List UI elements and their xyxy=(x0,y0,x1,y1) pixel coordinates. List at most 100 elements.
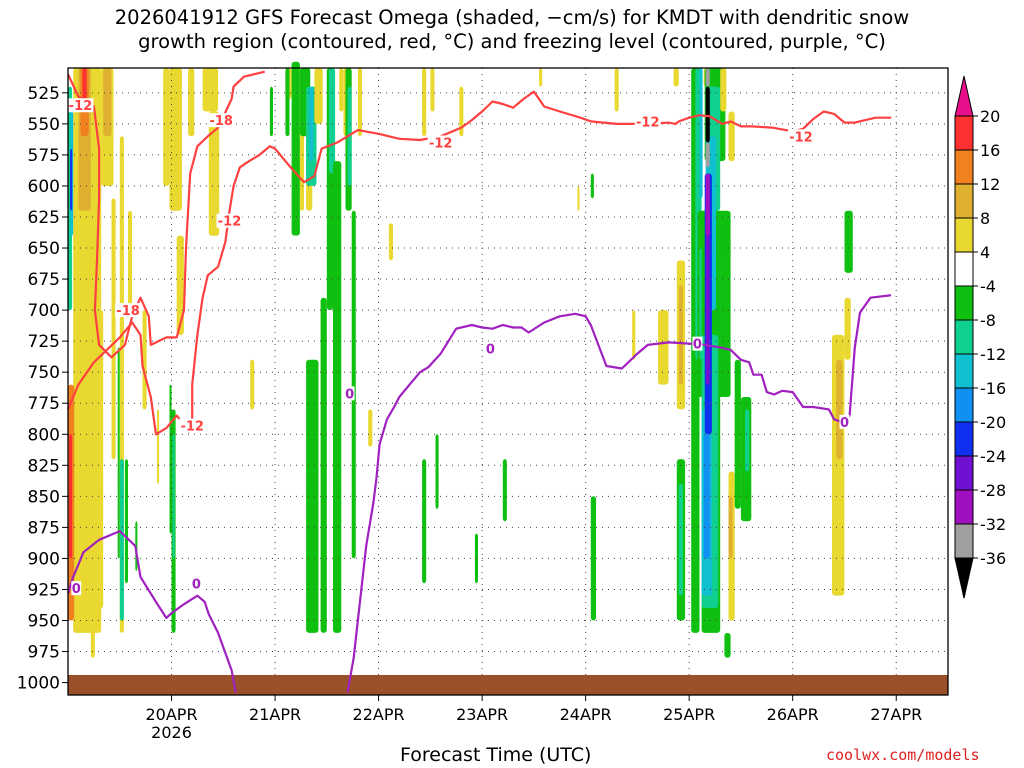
omega-region xyxy=(250,359,255,410)
y-axis: 525 550 575 600 625 650 675 700 725 750 775 800 825 8… xyxy=(17,84,68,694)
contour-label: -12 xyxy=(789,130,813,145)
colorbar-swatch xyxy=(954,421,974,457)
omega-region xyxy=(306,359,319,633)
colorbar-swatch xyxy=(954,387,974,423)
contour-label: -12 xyxy=(180,420,204,435)
omega-region xyxy=(844,210,853,273)
omega-region xyxy=(328,68,336,174)
y-tick-label: 775 xyxy=(28,394,60,414)
omega-region xyxy=(728,496,733,559)
colorbar-label: 20 xyxy=(980,107,1000,126)
omega-region xyxy=(658,310,669,385)
x-tick-label: 23APR xyxy=(456,705,508,724)
omega-region xyxy=(309,86,314,162)
omega-region xyxy=(836,359,843,460)
omega-region xyxy=(188,68,195,137)
chart-title-line-2: growth region (contoured, red, °C) and f… xyxy=(138,30,886,53)
contour-label-bg xyxy=(485,341,496,356)
x-tick-label: 20APR xyxy=(145,705,197,724)
omega-region xyxy=(673,68,679,87)
omega-region xyxy=(169,384,172,534)
omega-region xyxy=(351,210,356,559)
y-tick-label: 925 xyxy=(28,580,60,600)
x-tick-label: 25APR xyxy=(663,705,715,724)
colorbar-swatch xyxy=(954,217,974,253)
chart-title-line-1: 2026041912 GFS Forecast Omega (shaded, −… xyxy=(114,6,910,29)
contour-lines xyxy=(66,70,892,693)
omega-region xyxy=(111,198,116,460)
y-tick-label: 800 xyxy=(28,425,60,445)
contour-line xyxy=(66,530,237,693)
omega-region xyxy=(163,68,170,186)
y-tick-label: 950 xyxy=(28,612,60,632)
omega-region xyxy=(320,297,327,633)
omega-region xyxy=(745,409,750,472)
contour-label: -18 xyxy=(209,114,233,129)
colorbar-swatch xyxy=(954,489,974,525)
colorbar-label: 8 xyxy=(980,209,990,228)
colorbar-label: -36 xyxy=(980,549,1006,568)
x-tick-label: 22APR xyxy=(353,705,405,724)
omega-region xyxy=(422,459,427,584)
contour-label-bg xyxy=(208,113,235,128)
credit-link[interactable]: coolwx.com/models xyxy=(826,746,980,764)
omega-region xyxy=(70,148,73,211)
omega-region xyxy=(69,434,73,559)
contour-label-bg xyxy=(344,386,355,401)
omega-region xyxy=(202,68,219,112)
omega-region xyxy=(728,111,735,162)
colorbar-label: -8 xyxy=(980,311,996,330)
contour-line xyxy=(66,90,892,436)
ground-terrain xyxy=(68,675,948,695)
x-tick-label: 21APR xyxy=(249,705,301,724)
omega-region xyxy=(678,483,683,596)
y-tick-label: 750 xyxy=(28,363,60,383)
omega-region xyxy=(124,459,128,584)
omega-region xyxy=(128,210,133,311)
colorbar-label: -32 xyxy=(980,515,1006,534)
y-tick-label: 1000 xyxy=(17,674,60,694)
contour-label: 0 xyxy=(72,582,81,597)
y-tick-label: 650 xyxy=(28,239,60,259)
omega-region xyxy=(314,68,323,124)
omega-region xyxy=(291,61,300,236)
colorbar-label: 16 xyxy=(980,141,1000,160)
omega-region xyxy=(844,297,851,360)
y-tick-label: 525 xyxy=(28,84,60,104)
x-tick-label: 26APR xyxy=(767,705,819,724)
omega-region xyxy=(430,68,435,112)
omega-region xyxy=(590,173,594,199)
colorbar-label: -28 xyxy=(980,481,1006,500)
contour-label: 0 xyxy=(345,387,354,402)
colorbar-label: 12 xyxy=(980,175,1000,194)
omega-region xyxy=(285,68,290,137)
contour-label: -12 xyxy=(636,115,660,130)
omega-region xyxy=(539,68,543,87)
omega-region xyxy=(614,68,619,112)
plot-frame xyxy=(67,67,949,696)
contour-label: 0 xyxy=(840,416,849,431)
contour-label: -18 xyxy=(116,304,140,319)
colorbar-swatch xyxy=(954,353,974,389)
contour-label-bg xyxy=(115,303,142,318)
omega-region xyxy=(208,111,220,236)
colorbar-label: -4 xyxy=(980,277,996,296)
omega-region xyxy=(339,68,344,112)
omega-region xyxy=(117,347,120,559)
y-tick-label: 725 xyxy=(28,332,60,352)
color-bar: 20 16 12 8 4 -4 -8 -12 -16 -20 -24 -28 -32 -36 xyxy=(954,75,1006,599)
contour-label-bg xyxy=(634,114,661,129)
colorbar-label: 4 xyxy=(980,243,990,262)
omega-region xyxy=(705,86,710,143)
contour-label-bg xyxy=(67,98,94,113)
x-tick-label: 27APR xyxy=(870,705,922,724)
omega-region xyxy=(90,347,95,658)
omega-region xyxy=(172,434,175,559)
omega-region xyxy=(157,409,160,484)
omega-region xyxy=(459,86,464,137)
omega-region xyxy=(705,142,710,168)
contour-labels: -12 -18 -12 -18 -12 -12 -12 -12 0 0 0 0 0 0 xyxy=(67,98,850,597)
omega-region xyxy=(734,359,741,509)
